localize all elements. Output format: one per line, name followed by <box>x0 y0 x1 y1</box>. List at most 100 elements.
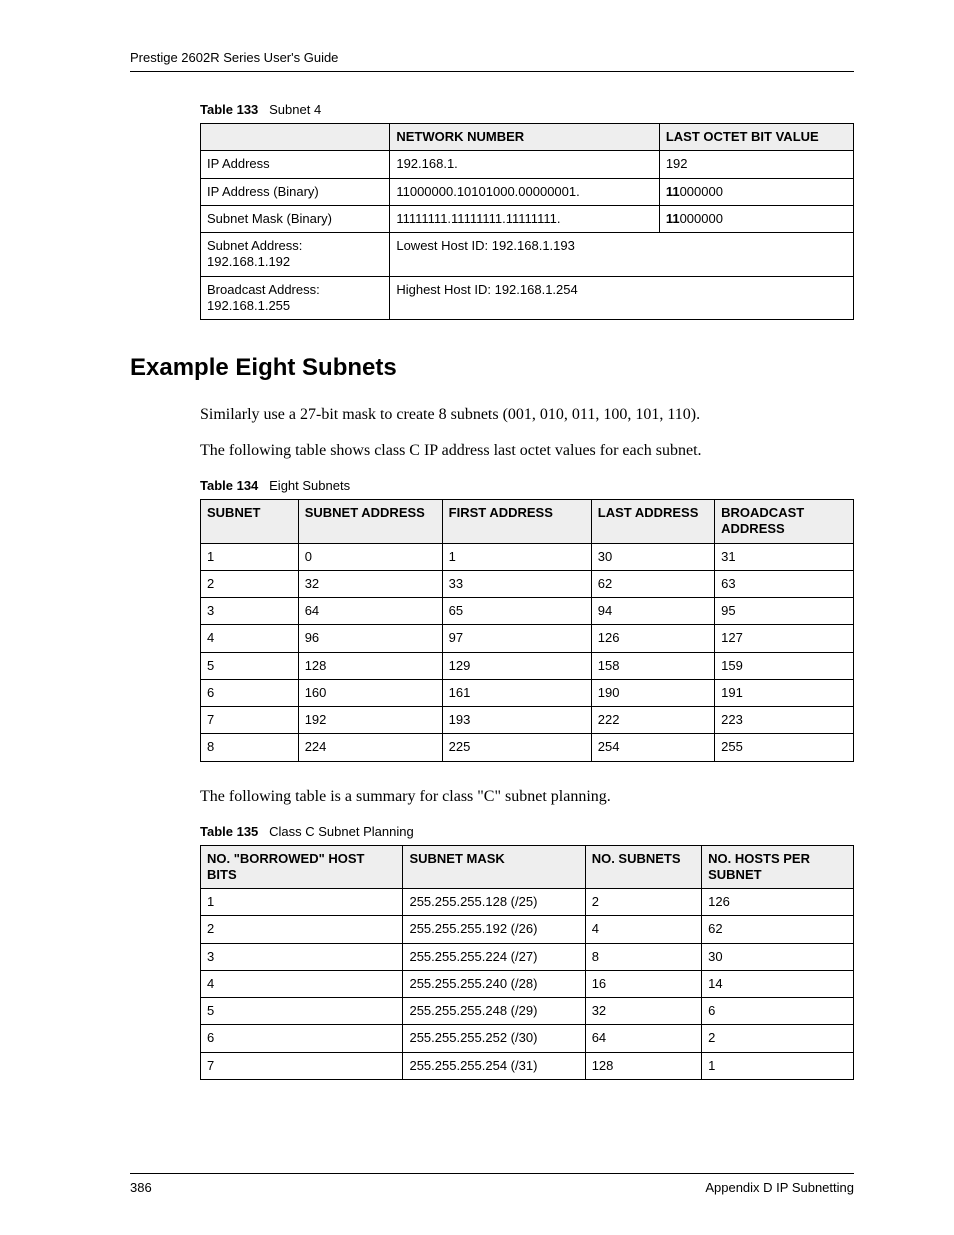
cell: 11000000.10101000.00000001. <box>390 178 659 205</box>
th-subnet: SUBNET <box>201 500 299 544</box>
table-row: 232336263 <box>201 570 854 597</box>
cell: 223 <box>715 707 854 734</box>
th-subnet-mask: SUBNET MASK <box>403 845 585 889</box>
cell: 30 <box>591 543 714 570</box>
table-row: Broadcast Address:192.168.1.255 Highest … <box>201 276 854 320</box>
cell: 2 <box>702 1025 854 1052</box>
cell: 8 <box>201 734 299 761</box>
table-row: 5255.255.255.248 (/29)326 <box>201 998 854 1025</box>
cell: 4 <box>201 625 299 652</box>
cell: 65 <box>442 598 591 625</box>
cell: 128 <box>298 652 442 679</box>
cell: 1 <box>702 1052 854 1079</box>
cell: 64 <box>585 1025 701 1052</box>
table-row: 6160161190191 <box>201 679 854 706</box>
cell: 63 <box>715 570 854 597</box>
cell: 158 <box>591 652 714 679</box>
cell: 62 <box>702 916 854 943</box>
th-network-number: NETWORK NUMBER <box>390 124 659 151</box>
cell: 255 <box>715 734 854 761</box>
cell: 160 <box>298 679 442 706</box>
table-caption-133: Table 133 Subnet 4 <box>200 102 854 117</box>
cell: Highest Host ID: 192.168.1.254 <box>390 276 854 320</box>
th-blank <box>201 124 390 151</box>
table-eight-subnets: SUBNET SUBNET ADDRESS FIRST ADDRESS LAST… <box>200 499 854 762</box>
table-title: Class C Subnet Planning <box>269 824 414 839</box>
table-row: 7192193222223 <box>201 707 854 734</box>
cell: 16 <box>585 970 701 997</box>
cell: 255.255.255.254 (/31) <box>403 1052 585 1079</box>
cell: 8 <box>585 943 701 970</box>
table-classc-planning: NO. "BORROWED" HOST BITS SUBNET MASK NO.… <box>200 845 854 1080</box>
page-number: 386 <box>130 1180 152 1195</box>
cell: 4 <box>201 970 403 997</box>
table-row: 2255.255.255.192 (/26)462 <box>201 916 854 943</box>
cell: 192 <box>298 707 442 734</box>
cell: 127 <box>715 625 854 652</box>
cell: 255.255.255.192 (/26) <box>403 916 585 943</box>
table-row: 1013031 <box>201 543 854 570</box>
cell: 255.255.255.128 (/25) <box>403 889 585 916</box>
cell: 5 <box>201 652 299 679</box>
table-row: 5128129158159 <box>201 652 854 679</box>
table-row: 7255.255.255.254 (/31)1281 <box>201 1052 854 1079</box>
cell: Subnet Address:192.168.1.192 <box>201 233 390 277</box>
page-footer: 386 Appendix D IP Subnetting <box>130 1173 854 1195</box>
footer-section: Appendix D IP Subnetting <box>705 1180 854 1195</box>
table-row: Subnet Mask (Binary) 11111111.11111111.1… <box>201 205 854 232</box>
cell: 255.255.255.240 (/28) <box>403 970 585 997</box>
cell: 31 <box>715 543 854 570</box>
cell: 1 <box>201 889 403 916</box>
table-number: Table 134 <box>200 478 258 493</box>
cell: 190 <box>591 679 714 706</box>
cell: 6 <box>201 679 299 706</box>
cell: 2 <box>201 570 299 597</box>
cell: 96 <box>298 625 442 652</box>
table-row: 49697126127 <box>201 625 854 652</box>
cell: 32 <box>298 570 442 597</box>
table-row: Subnet Address:192.168.1.192 Lowest Host… <box>201 233 854 277</box>
table-subnet4: NETWORK NUMBER LAST OCTET BIT VALUE IP A… <box>200 123 854 320</box>
body-paragraph: Similarly use a 27-bit mask to create 8 … <box>200 406 854 424</box>
cell: 33 <box>442 570 591 597</box>
table-row: 8224225254255 <box>201 734 854 761</box>
table-row: 1255.255.255.128 (/25)2126 <box>201 889 854 916</box>
table-title: Subnet 4 <box>269 102 321 117</box>
cell: 128 <box>585 1052 701 1079</box>
th-subnet-address: SUBNET ADDRESS <box>298 500 442 544</box>
cell: 255.255.255.248 (/29) <box>403 998 585 1025</box>
table-title: Eight Subnets <box>269 478 350 493</box>
cell: 94 <box>591 598 714 625</box>
cell: 30 <box>702 943 854 970</box>
table-row: 4255.255.255.240 (/28)1614 <box>201 970 854 997</box>
table-number: Table 135 <box>200 824 258 839</box>
cell: 2 <box>201 916 403 943</box>
cell: 95 <box>715 598 854 625</box>
table-row: 364659495 <box>201 598 854 625</box>
table-number: Table 133 <box>200 102 258 117</box>
cell: 11000000 <box>659 178 853 205</box>
cell: 129 <box>442 652 591 679</box>
body-paragraph: The following table is a summary for cla… <box>200 788 854 806</box>
cell: 3 <box>201 943 403 970</box>
cell: Broadcast Address:192.168.1.255 <box>201 276 390 320</box>
table-row: 3255.255.255.224 (/27)830 <box>201 943 854 970</box>
cell: 126 <box>702 889 854 916</box>
cell: 62 <box>591 570 714 597</box>
body-paragraph: The following table shows class C IP add… <box>200 442 854 460</box>
cell: 192.168.1. <box>390 151 659 178</box>
cell: 225 <box>442 734 591 761</box>
cell: 193 <box>442 707 591 734</box>
running-header: Prestige 2602R Series User's Guide <box>130 50 854 72</box>
th-borrowed-bits: NO. "BORROWED" HOST BITS <box>201 845 403 889</box>
cell: 1 <box>201 543 299 570</box>
cell: 192 <box>659 151 853 178</box>
table-row: IP Address 192.168.1. 192 <box>201 151 854 178</box>
cell: 191 <box>715 679 854 706</box>
cell: 222 <box>591 707 714 734</box>
cell: 255.255.255.224 (/27) <box>403 943 585 970</box>
cell: 255.255.255.252 (/30) <box>403 1025 585 1052</box>
cell: 254 <box>591 734 714 761</box>
cell: 11000000 <box>659 205 853 232</box>
cell: Subnet Mask (Binary) <box>201 205 390 232</box>
